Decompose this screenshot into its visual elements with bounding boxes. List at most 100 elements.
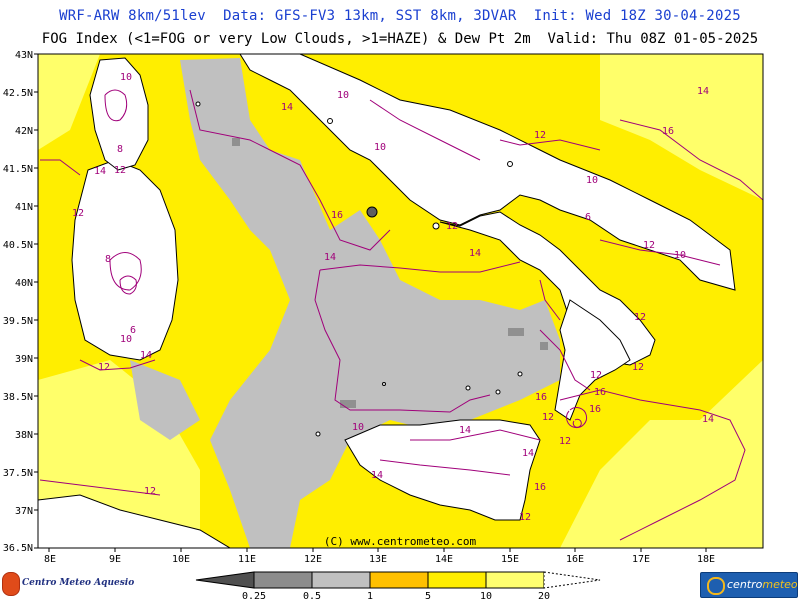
legend-tick: 1 xyxy=(367,591,373,600)
svg-text:6: 6 xyxy=(130,325,136,336)
svg-text:12: 12 xyxy=(634,312,646,323)
legend-tick: 5 xyxy=(425,591,431,600)
lat-label: 41.5N xyxy=(3,164,33,175)
svg-text:10: 10 xyxy=(120,334,132,345)
dewpoint-contours xyxy=(39,89,763,541)
lat-label: 39.5N xyxy=(3,316,33,327)
lon-label: 9E xyxy=(109,554,121,565)
land-corsica xyxy=(89,57,149,171)
fog-field-gray-central xyxy=(340,280,440,360)
map-frame xyxy=(37,53,764,549)
svg-text:12: 12 xyxy=(542,412,554,423)
svg-text:8: 8 xyxy=(117,144,123,155)
lon-label: 8E xyxy=(44,554,56,565)
legend-colorbar xyxy=(195,571,601,589)
svg-text:10: 10 xyxy=(352,422,364,433)
svg-text:12: 12 xyxy=(114,165,126,176)
lon-label: 15E xyxy=(501,554,519,565)
legend-tick: 0.25 xyxy=(242,591,266,600)
svg-text:8: 8 xyxy=(105,254,111,265)
title-model-info: WRF-ARW 8km/51lev Data: GFS-FV3 13km, SS… xyxy=(59,8,741,24)
fog-dark-patch xyxy=(232,138,240,146)
fog-field-light-yellow-nw xyxy=(38,54,100,150)
fog-field-gray-sw xyxy=(130,360,200,440)
lat-label: 40N xyxy=(15,278,33,289)
lon-label: 18E xyxy=(697,554,715,565)
svg-text:12: 12 xyxy=(72,208,84,219)
land-sicily xyxy=(344,419,541,521)
svg-text:16: 16 xyxy=(662,126,674,137)
svg-text:16: 16 xyxy=(589,404,601,415)
land-sardinia xyxy=(71,159,179,361)
lat-label: 41N xyxy=(15,202,33,213)
small-islands xyxy=(195,101,523,437)
lat-label: 37N xyxy=(15,506,33,517)
svg-text:14: 14 xyxy=(522,448,534,459)
svg-text:12: 12 xyxy=(632,362,644,373)
svg-text:12: 12 xyxy=(534,130,546,141)
lat-label: 37.5N xyxy=(3,468,33,479)
svg-text:10: 10 xyxy=(674,250,686,261)
legend-tick: 10 xyxy=(480,591,492,600)
fog-dark-patch xyxy=(540,342,548,350)
lon-label: 11E xyxy=(238,554,256,565)
svg-text:14: 14 xyxy=(140,350,152,361)
lat-label: 40.5N xyxy=(3,240,33,251)
legend-tick: 0.5 xyxy=(303,591,321,600)
svg-text:16: 16 xyxy=(331,210,343,221)
svg-text:10: 10 xyxy=(337,90,349,101)
lon-label: 10E xyxy=(172,554,190,565)
lon-label: 12E xyxy=(304,554,322,565)
legend-tick: 20 xyxy=(538,591,550,600)
lat-label: 36.5N xyxy=(3,543,33,554)
svg-text:16: 16 xyxy=(594,387,606,398)
svg-text:14: 14 xyxy=(459,425,471,436)
lat-label: 42.5N xyxy=(3,88,33,99)
fog-dark-patch xyxy=(508,328,524,336)
copyright-text: (C) www.centrometeo.com xyxy=(324,535,477,548)
logo-ring-icon xyxy=(707,577,725,595)
svg-text:14: 14 xyxy=(702,414,714,425)
logo-right-text-a: centro xyxy=(727,578,763,591)
logo-badge-icon xyxy=(2,572,20,596)
svg-text:16: 16 xyxy=(534,482,546,493)
land-central-italy xyxy=(239,54,736,291)
lon-label: 17E xyxy=(632,554,650,565)
logo-centro-meteo-aquesio: Centro Meteo Aquesio xyxy=(2,570,134,598)
svg-text:12: 12 xyxy=(559,436,571,447)
svg-text:14: 14 xyxy=(371,470,383,481)
lat-label: 39N xyxy=(15,354,33,365)
lat-label: 42N xyxy=(15,126,33,137)
svg-text:12: 12 xyxy=(446,221,458,232)
svg-text:14: 14 xyxy=(469,248,481,259)
contour-labels: 10 8 12 14 16 12 10 6 12 14 16 14 12 16 … xyxy=(72,72,714,523)
svg-text:12: 12 xyxy=(519,512,531,523)
lon-label: 16E xyxy=(566,554,584,565)
svg-text:14: 14 xyxy=(281,102,293,113)
lon-label: 13E xyxy=(369,554,387,565)
lat-label: 38.5N xyxy=(3,392,33,403)
svg-text:10: 10 xyxy=(586,175,598,186)
svg-text:12: 12 xyxy=(144,486,156,497)
svg-text:10: 10 xyxy=(374,142,386,153)
svg-text:12: 12 xyxy=(643,240,655,251)
svg-text:16: 16 xyxy=(535,392,547,403)
logo-centrometeo: centrometeo xyxy=(700,572,798,598)
svg-text:12: 12 xyxy=(98,362,110,373)
title-field-info: FOG Index (<1=FOG or very Low Clouds, >1… xyxy=(41,31,759,47)
logo-right-text: centrometeo xyxy=(727,578,798,591)
svg-text:14: 14 xyxy=(324,252,336,263)
logo-left-text: Centro Meteo Aquesio xyxy=(22,578,135,588)
lat-label: 38N xyxy=(15,430,33,441)
svg-text:14: 14 xyxy=(94,166,106,177)
svg-text:10: 10 xyxy=(120,72,132,83)
svg-text:12: 12 xyxy=(590,370,602,381)
land-tunisia xyxy=(38,494,231,548)
lat-label: 43N xyxy=(15,50,33,61)
svg-text:14: 14 xyxy=(697,86,709,97)
fog-dark-patch xyxy=(340,400,356,408)
svg-text:6: 6 xyxy=(585,212,591,223)
lon-label: 14E xyxy=(435,554,453,565)
logo-right-text-b: meteo xyxy=(762,578,798,591)
